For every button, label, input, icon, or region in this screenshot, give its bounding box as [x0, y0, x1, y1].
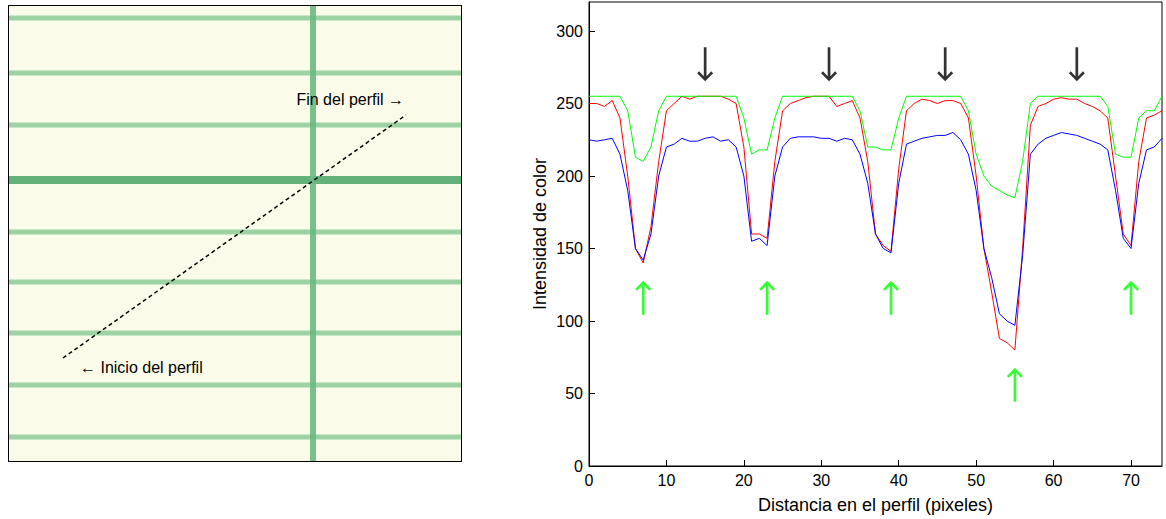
svg-text:0: 0 [574, 458, 583, 475]
svg-text:Distancia en el perfil (pixele: Distancia en el perfil (pixeles) [758, 495, 993, 515]
svg-text:200: 200 [556, 168, 583, 185]
svg-text:30: 30 [812, 472, 830, 489]
svg-text:Intensidad de color: Intensidad de color [530, 158, 550, 310]
svg-text:150: 150 [556, 240, 583, 257]
svg-text:Fin del perfil →: Fin del perfil → [296, 91, 404, 108]
svg-text:20: 20 [735, 472, 753, 489]
svg-text:100: 100 [556, 313, 583, 330]
svg-text:50: 50 [967, 472, 985, 489]
svg-text:40: 40 [890, 472, 908, 489]
svg-text:300: 300 [556, 23, 583, 40]
svg-text:50: 50 [565, 385, 583, 402]
svg-text:250: 250 [556, 95, 583, 112]
svg-text:10: 10 [658, 472, 676, 489]
svg-text:0: 0 [585, 472, 594, 489]
svg-text:60: 60 [1045, 472, 1063, 489]
svg-text:70: 70 [1122, 472, 1140, 489]
svg-text:← Inicio del perfil: ← Inicio del perfil [80, 359, 203, 376]
